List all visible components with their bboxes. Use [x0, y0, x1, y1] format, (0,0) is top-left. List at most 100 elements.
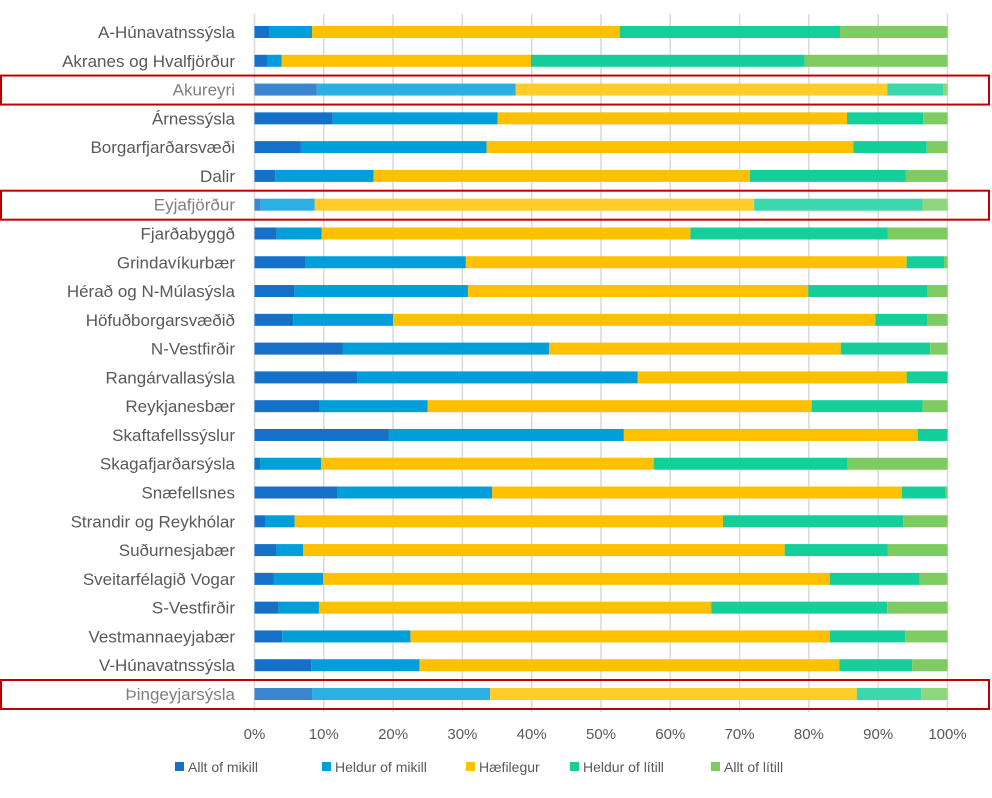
bar-segment: [254, 515, 266, 528]
bar-segment: [906, 371, 948, 384]
bar-segment: [515, 83, 888, 96]
bar-segment: [278, 601, 319, 614]
bar-segment: [254, 83, 317, 96]
bar-segment: [847, 457, 948, 470]
bar-segment: [321, 457, 654, 470]
bar-segment: [653, 457, 848, 470]
bar-segment: [549, 342, 841, 355]
bars: [254, 26, 948, 700]
bar-segment: [847, 112, 924, 125]
category-label: Fjarðabyggð: [140, 224, 235, 243]
bar-segment: [305, 256, 466, 269]
bar-segment: [921, 688, 948, 700]
bar-segment: [887, 544, 948, 557]
category-label: Rangárvallasýsla: [106, 368, 236, 387]
bar-segment: [254, 572, 274, 585]
bar-segment: [260, 198, 315, 211]
bar-segment: [467, 285, 809, 298]
bar-segment: [497, 112, 848, 125]
bar-segment: [318, 601, 712, 614]
bar-segment: [943, 83, 948, 96]
bar-segment: [490, 688, 857, 700]
bar-segment: [840, 26, 948, 38]
bar-segment: [312, 688, 491, 700]
legend-label: Hæfilegur: [479, 759, 540, 775]
bar-segment: [254, 659, 312, 672]
bar-segment: [273, 572, 324, 585]
legend-label: Allt of lítill: [724, 759, 783, 775]
bar-segment: [260, 457, 322, 470]
legend-swatch: [322, 762, 331, 771]
category-label: Þingeyjarsýsla: [125, 685, 235, 704]
bar-segment: [927, 285, 948, 298]
x-tick-label: 30%: [447, 726, 477, 743]
bar-segment: [294, 515, 723, 528]
bar-segment: [300, 141, 487, 154]
category-label: Dalir: [200, 167, 235, 186]
x-axis-ticks: 0% 10% 20% 30% 40% 50% 60% 70% 80% 90% 100%: [244, 726, 967, 743]
bar-segment: [619, 26, 841, 38]
bar-segment: [294, 285, 468, 298]
category-label: S-Vestfirðir: [152, 599, 235, 618]
bar-segment: [319, 400, 428, 413]
bar-segment: [875, 313, 928, 326]
category-label: Skagafjarðarsýsla: [100, 455, 236, 474]
gridlines: [253, 14, 949, 712]
bar-segment: [856, 688, 922, 700]
bar-segment: [316, 83, 516, 96]
category-label: Vestmannaeyjabær: [89, 627, 236, 646]
bar-segment: [839, 659, 913, 672]
bar-segment: [922, 198, 948, 211]
bar-segment: [927, 313, 948, 326]
bar-segment: [323, 572, 830, 585]
legend-swatch: [711, 762, 720, 771]
bar-segment: [337, 486, 493, 499]
bar-segment: [486, 141, 854, 154]
bar-segment: [254, 688, 313, 700]
category-labels: A-Húnavatnssýsla Akranes og Hvalfjörður Ak…: [62, 23, 235, 704]
bar-segment: [926, 141, 948, 154]
bar-segment: [531, 54, 805, 67]
x-tick-label: 100%: [928, 726, 966, 743]
category-label: Strandir og Reykhólar: [71, 512, 236, 531]
bar-segment: [275, 169, 374, 182]
category-label: A-Húnavatnssýsla: [98, 23, 236, 42]
bar-segment: [829, 630, 906, 643]
bar-segment: [254, 141, 301, 154]
x-tick-label: 40%: [517, 726, 547, 743]
bar-segment: [829, 572, 920, 585]
bar-segment: [266, 54, 282, 67]
category-label: Akureyri: [173, 81, 235, 100]
bar-segment: [922, 400, 948, 413]
category-label: V-Húnavatnssýsla: [99, 656, 236, 675]
x-tick-label: 20%: [378, 726, 408, 743]
bar-segment: [722, 515, 904, 528]
bar-segment: [321, 227, 691, 240]
bar-segment: [944, 256, 948, 269]
x-tick-label: 10%: [309, 726, 339, 743]
x-tick-label: 60%: [655, 726, 685, 743]
category-label: Grindavíkurbær: [117, 253, 235, 272]
bar-segment: [254, 285, 295, 298]
x-tick-label: 0%: [244, 726, 266, 743]
bar-segment: [905, 630, 948, 643]
bar-segment: [254, 601, 279, 614]
bar-segment: [912, 659, 948, 672]
bar-segment: [254, 112, 333, 125]
bar-segment: [887, 601, 948, 614]
legend-swatch: [466, 762, 475, 771]
bar-segment: [808, 285, 928, 298]
category-label: Suðurnesjabær: [119, 541, 236, 560]
legend: Allt of mikill Heldur of mikill Hæfilegur H…: [175, 759, 783, 775]
bar-segment: [254, 169, 276, 182]
highlight-boxes: [0, 74, 990, 710]
bar-segment: [903, 515, 948, 528]
bar-segment: [811, 400, 923, 413]
bar-segment: [804, 54, 948, 67]
category-label: Skaftafellssýslur: [112, 426, 235, 445]
bar-segment: [906, 256, 945, 269]
legend-label: Heldur of lítill: [583, 759, 664, 775]
legend-swatch: [175, 762, 184, 771]
x-tick-label: 70%: [725, 726, 755, 743]
